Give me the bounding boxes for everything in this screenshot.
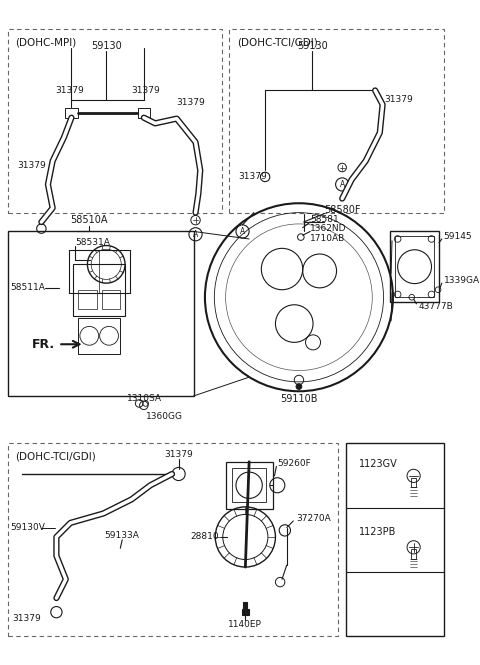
Text: 31379: 31379 xyxy=(55,86,84,95)
Bar xyxy=(138,108,150,118)
Text: 31379: 31379 xyxy=(239,172,267,182)
Text: 1123PB: 1123PB xyxy=(359,527,396,537)
Text: 58510A: 58510A xyxy=(71,215,108,225)
Text: 31379: 31379 xyxy=(132,86,160,95)
Text: (DOHC-TCI/GDI): (DOHC-TCI/GDI) xyxy=(15,452,96,462)
Text: 59130: 59130 xyxy=(91,41,121,51)
Bar xyxy=(241,609,249,615)
Bar xyxy=(78,290,97,309)
Text: 1310SA: 1310SA xyxy=(127,394,162,403)
Bar xyxy=(390,231,439,302)
Bar xyxy=(73,265,125,316)
Text: 59260F: 59260F xyxy=(277,459,311,468)
Text: 1123GV: 1123GV xyxy=(359,459,397,469)
Text: 31379: 31379 xyxy=(17,161,46,170)
Text: 59110B: 59110B xyxy=(280,394,318,404)
Bar xyxy=(395,236,434,297)
Text: 58511A: 58511A xyxy=(11,283,45,293)
Bar xyxy=(78,318,120,354)
Text: FR.: FR. xyxy=(31,338,55,350)
Bar xyxy=(8,231,193,396)
Text: 43777B: 43777B xyxy=(419,302,453,311)
Bar xyxy=(69,250,130,293)
Text: 59145: 59145 xyxy=(444,231,472,241)
Text: 58580F: 58580F xyxy=(324,205,361,215)
Text: 59130V: 59130V xyxy=(11,523,45,532)
Text: 37270A: 37270A xyxy=(296,513,331,523)
Text: (DOHC-TCI/GDI): (DOHC-TCI/GDI) xyxy=(237,38,318,48)
Circle shape xyxy=(296,384,302,390)
Bar xyxy=(243,602,247,609)
Bar xyxy=(102,290,120,309)
Text: A: A xyxy=(193,230,198,239)
Bar xyxy=(65,108,78,118)
Text: 28810: 28810 xyxy=(191,533,219,541)
Text: 1362ND: 1362ND xyxy=(310,224,347,233)
Text: 31379: 31379 xyxy=(384,95,413,104)
Text: 1360GG: 1360GG xyxy=(146,412,183,421)
Text: 59130: 59130 xyxy=(297,41,327,51)
Text: 58531A: 58531A xyxy=(75,238,110,247)
Text: 1140EP: 1140EP xyxy=(228,620,262,629)
Bar xyxy=(411,477,416,487)
Text: A: A xyxy=(339,180,345,189)
Text: 31379: 31379 xyxy=(176,98,205,107)
Text: 31379: 31379 xyxy=(164,450,193,459)
Bar xyxy=(346,443,444,636)
Text: 1710AB: 1710AB xyxy=(310,233,346,243)
Bar xyxy=(226,462,273,509)
Text: 59133A: 59133A xyxy=(105,531,140,539)
Bar xyxy=(232,468,266,502)
Text: 58581: 58581 xyxy=(310,215,339,223)
Text: (DOHC-MPI): (DOHC-MPI) xyxy=(15,38,76,48)
Text: A: A xyxy=(240,227,245,236)
Text: 31379: 31379 xyxy=(12,614,41,623)
Bar xyxy=(411,549,416,559)
Text: 1339GA: 1339GA xyxy=(444,276,480,285)
